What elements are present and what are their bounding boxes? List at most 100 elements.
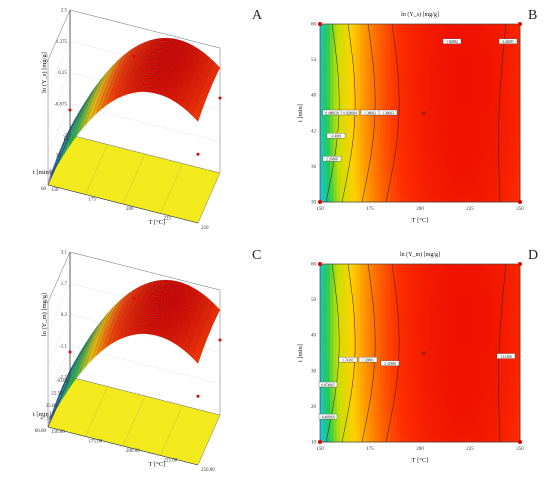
contour-cell [433, 28, 437, 33]
contour-cell [320, 131, 324, 136]
contour-cell [383, 411, 387, 416]
contour-cell [323, 349, 327, 354]
contour-cell [413, 149, 417, 154]
contour-cell [380, 158, 384, 163]
contour-cell [413, 162, 417, 167]
contour-cell [323, 95, 327, 100]
contour-cell [353, 77, 357, 82]
contour-cell [403, 149, 407, 154]
contour-cell [367, 282, 371, 287]
contour-cell [430, 46, 434, 51]
contour-cell [423, 126, 427, 131]
contour-cell [503, 175, 507, 180]
contour-cell [390, 64, 394, 69]
contour-cell [487, 126, 491, 131]
contour-cell [377, 317, 381, 322]
contour-cell [480, 33, 484, 38]
contour-cell [357, 122, 361, 127]
contour-cell [330, 86, 334, 91]
contour-cell [423, 73, 427, 78]
contour-cell [407, 166, 411, 171]
contour-cell [413, 175, 417, 180]
contour-cell [453, 33, 457, 38]
contour-cell [453, 60, 457, 65]
contour-cell [447, 153, 451, 158]
contour-cell [327, 398, 331, 403]
contour-cell [347, 282, 351, 287]
contour-title: ln (Y_s) [mg/g] [401, 11, 439, 18]
contour-cell [453, 189, 457, 194]
contour-cell [450, 122, 454, 127]
contour-cell [473, 122, 477, 127]
contour-cell [447, 144, 451, 149]
contour-cell [377, 331, 381, 336]
contour-cell [357, 380, 361, 385]
contour-cell [473, 24, 477, 29]
contour-label: 1.38003 [364, 111, 376, 115]
contour-cell [473, 100, 477, 105]
contour-cell [367, 82, 371, 87]
contour-cell [380, 193, 384, 198]
contour-cell [353, 153, 357, 158]
contour-cell [353, 64, 357, 69]
contour-cell [370, 340, 374, 345]
contour-cell [403, 126, 407, 131]
contour-cell [327, 46, 331, 51]
contour-cell [483, 28, 487, 33]
contour-cell [480, 109, 484, 114]
contour-cell [457, 184, 461, 189]
contour-cell [447, 91, 451, 96]
contour-cell [373, 282, 377, 287]
contour-cell [420, 131, 424, 136]
contour-cell [360, 175, 364, 180]
contour-cell [350, 309, 354, 314]
contour-cell [443, 149, 447, 154]
contour-cell [380, 73, 384, 78]
contour-cell [320, 122, 324, 127]
contour-cell [340, 429, 344, 434]
contour-cell [503, 122, 507, 127]
contour-cell [480, 166, 484, 171]
contour-cell [440, 126, 444, 131]
contour-cell [480, 135, 484, 140]
contour-cell [443, 180, 447, 185]
contour-cell [400, 33, 404, 38]
contour-cell [380, 273, 384, 278]
contour-cell [380, 86, 384, 91]
contour-cell [423, 144, 427, 149]
contour-cell [450, 33, 454, 38]
contour-cell [327, 282, 331, 287]
contour-cell [330, 193, 334, 198]
contour-cell [493, 91, 497, 96]
contour-cell [483, 175, 487, 180]
contour-cell [343, 33, 347, 38]
contour-cell [400, 73, 404, 78]
contour-cell [390, 77, 394, 82]
contour-cell [430, 33, 434, 38]
contour-cell [370, 162, 374, 167]
contour-cell [337, 402, 341, 407]
contour-cell [453, 117, 457, 122]
contour-cell [320, 402, 324, 407]
contour-cell [450, 24, 454, 29]
contour-cell [400, 131, 404, 136]
contour-cell [373, 415, 377, 420]
contour-cell [367, 140, 371, 145]
contour-cell [323, 55, 327, 60]
contour-cell [383, 313, 387, 318]
contour-cell [507, 135, 511, 140]
contour-cell [477, 73, 481, 78]
contour-cell [340, 166, 344, 171]
contour-cell [487, 166, 491, 171]
contour-cell [503, 64, 507, 69]
contour-cell [333, 28, 337, 33]
contour-cell [433, 149, 437, 154]
contour-cell [483, 131, 487, 136]
contour-cell [477, 153, 481, 158]
contour-cell [470, 153, 474, 158]
contour-cell [460, 166, 464, 171]
contour-cell [417, 77, 421, 82]
contour-cell [423, 175, 427, 180]
contour-cell [383, 158, 387, 163]
x-tick-label: 250 [201, 226, 209, 231]
